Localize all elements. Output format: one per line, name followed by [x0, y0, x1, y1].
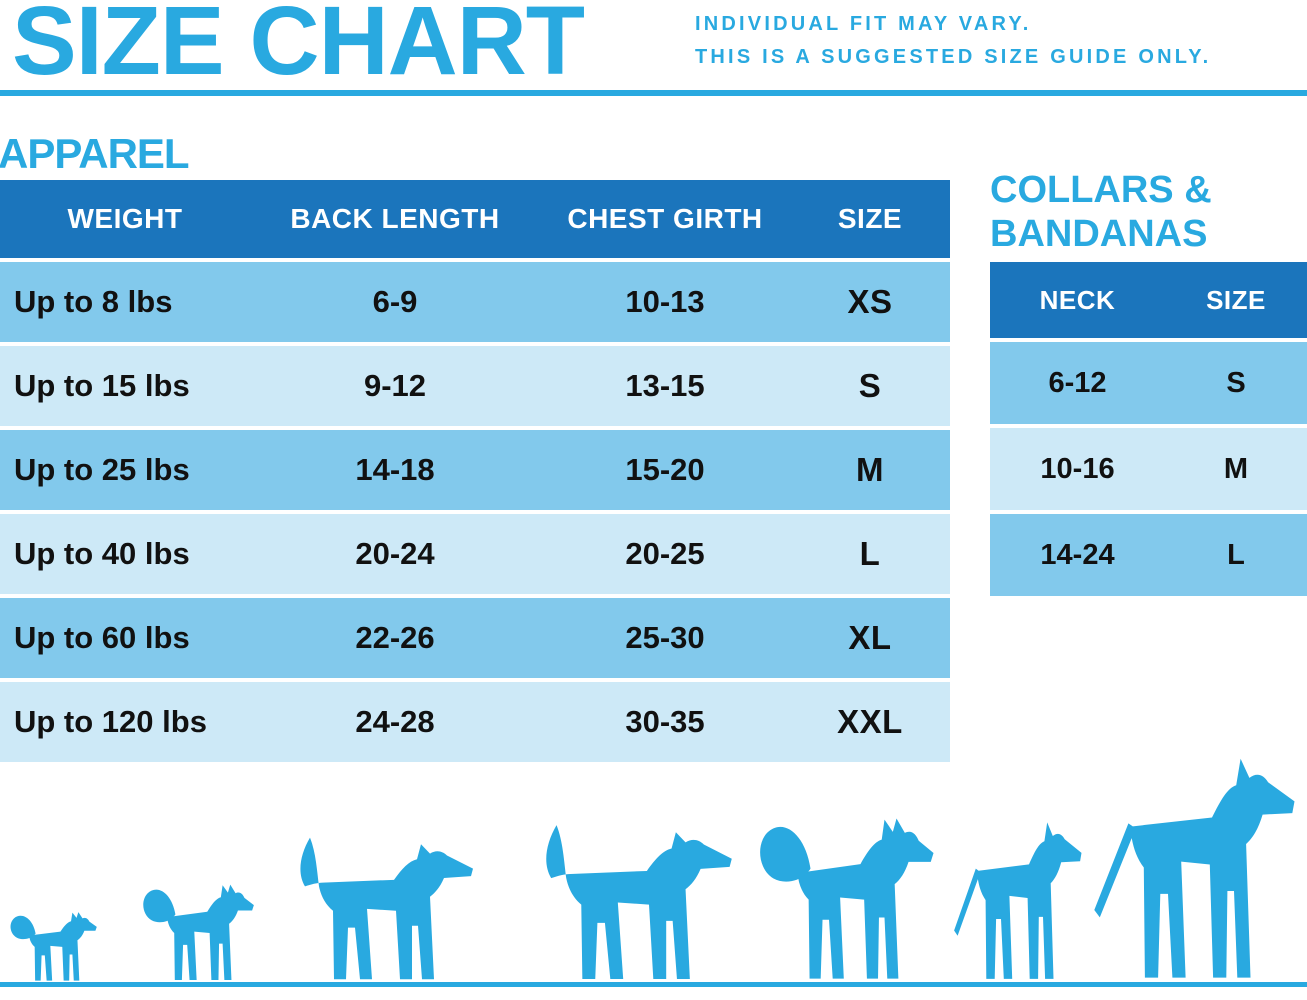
size-cell: M	[1223, 452, 1249, 485]
collars-header-row: NECK SIZE	[990, 262, 1307, 338]
size-cell: L	[1227, 538, 1245, 571]
chest-girth-cell: 15-20	[625, 452, 705, 487]
size-cell: S	[1226, 366, 1246, 399]
disclaimer: INDIVIDUAL FIT MAY VARY. THIS IS A SUGGE…	[695, 8, 1211, 74]
apparel-col-size: SIZE	[837, 203, 903, 234]
table-row: Up to 15 lbs 9-12 13-15 S	[0, 346, 950, 426]
weight-cell: Up to 25 lbs	[14, 452, 190, 487]
neck-cell: 14-24	[1040, 538, 1115, 571]
collars-col-size: SIZE	[1206, 284, 1266, 315]
table-row: Up to 40 lbs 20-24 20-25 L	[0, 514, 950, 594]
apparel-heading: APPAREL	[0, 130, 190, 177]
size-cell: XXL	[837, 703, 903, 740]
page-title: SIZE CHART	[12, 0, 585, 95]
weight-cell: Up to 8 lbs	[14, 284, 173, 319]
neck-cell: 10-16	[1040, 452, 1115, 485]
neck-cell: 6-12	[1048, 366, 1107, 399]
weight-cell: Up to 60 lbs	[14, 620, 190, 655]
apparel-header-row: WEIGHT BACK LENGTH CHEST GIRTH SIZE	[0, 180, 950, 258]
chest-girth-cell: 30-35	[625, 704, 705, 739]
toy-dog-silhouette-icon	[10, 912, 97, 981]
size-cell: S	[858, 367, 882, 404]
chest-girth-cell: 20-25	[625, 536, 705, 571]
beagle-silhouette-icon	[300, 837, 473, 980]
disclaimer-line-2: THIS IS A SUGGESTED SIZE GUIDE ONLY.	[695, 46, 1212, 68]
table-row: Up to 60 lbs 22-26 25-30 XL	[0, 598, 950, 678]
pitbull-silhouette-icon	[954, 822, 1082, 979]
pug-silhouette-icon	[143, 884, 254, 981]
weight-cell: Up to 15 lbs	[14, 368, 190, 403]
weight-cell: Up to 120 lbs	[14, 704, 207, 739]
size-cell: L	[859, 535, 881, 572]
back-length-cell: 22-26	[355, 620, 435, 655]
dog-silhouettes	[0, 737, 1307, 982]
back-length-cell: 6-9	[372, 284, 418, 319]
cocker-spaniel-silhouette-icon	[546, 825, 732, 979]
weight-cell: Up to 40 lbs	[14, 536, 190, 571]
apparel-col-weight: WEIGHT	[67, 203, 183, 234]
size-cell: XL	[848, 619, 892, 656]
table-row: Up to 25 lbs 14-18 15-20 M	[0, 430, 950, 510]
great-dane-silhouette-icon	[1094, 758, 1295, 978]
back-length-cell: 14-18	[355, 452, 435, 487]
header-divider	[0, 90, 1307, 96]
table-row: 14-24 L	[990, 514, 1307, 596]
collars-table: NECK SIZE 6-12 S 10-16 M 14-24 L	[990, 262, 1307, 600]
back-length-cell: 24-28	[355, 704, 435, 739]
chest-girth-cell: 13-15	[625, 368, 705, 403]
apparel-col-back-length: BACK LENGTH	[290, 203, 500, 234]
chest-girth-cell: 10-13	[625, 284, 705, 319]
collars-heading: COLLARS & BANDANAS	[990, 168, 1212, 256]
collars-heading-line-1: COLLARS &	[990, 169, 1212, 211]
apparel-col-chest-girth: CHEST GIRTH	[567, 203, 763, 234]
collars-col-neck: NECK	[1039, 284, 1116, 315]
size-cell: XS	[847, 283, 893, 320]
back-length-cell: 20-24	[355, 536, 435, 571]
disclaimer-line-1: INDIVIDUAL FIT MAY VARY.	[695, 13, 1032, 35]
table-row: 10-16 M	[990, 428, 1307, 510]
collars-heading-line-2: BANDANAS	[990, 213, 1208, 255]
spitz-silhouette-icon	[760, 818, 934, 979]
back-length-cell: 9-12	[363, 368, 427, 403]
table-row: Up to 8 lbs 6-9 10-13 XS	[0, 262, 950, 342]
chest-girth-cell: 25-30	[625, 620, 705, 655]
size-cell: M	[856, 451, 884, 488]
table-row: Up to 120 lbs 24-28 30-35 XXL	[0, 682, 950, 762]
bottom-divider	[0, 982, 1307, 987]
apparel-table: WEIGHT BACK LENGTH CHEST GIRTH SIZE Up t…	[0, 180, 950, 766]
table-row: 6-12 S	[990, 342, 1307, 424]
